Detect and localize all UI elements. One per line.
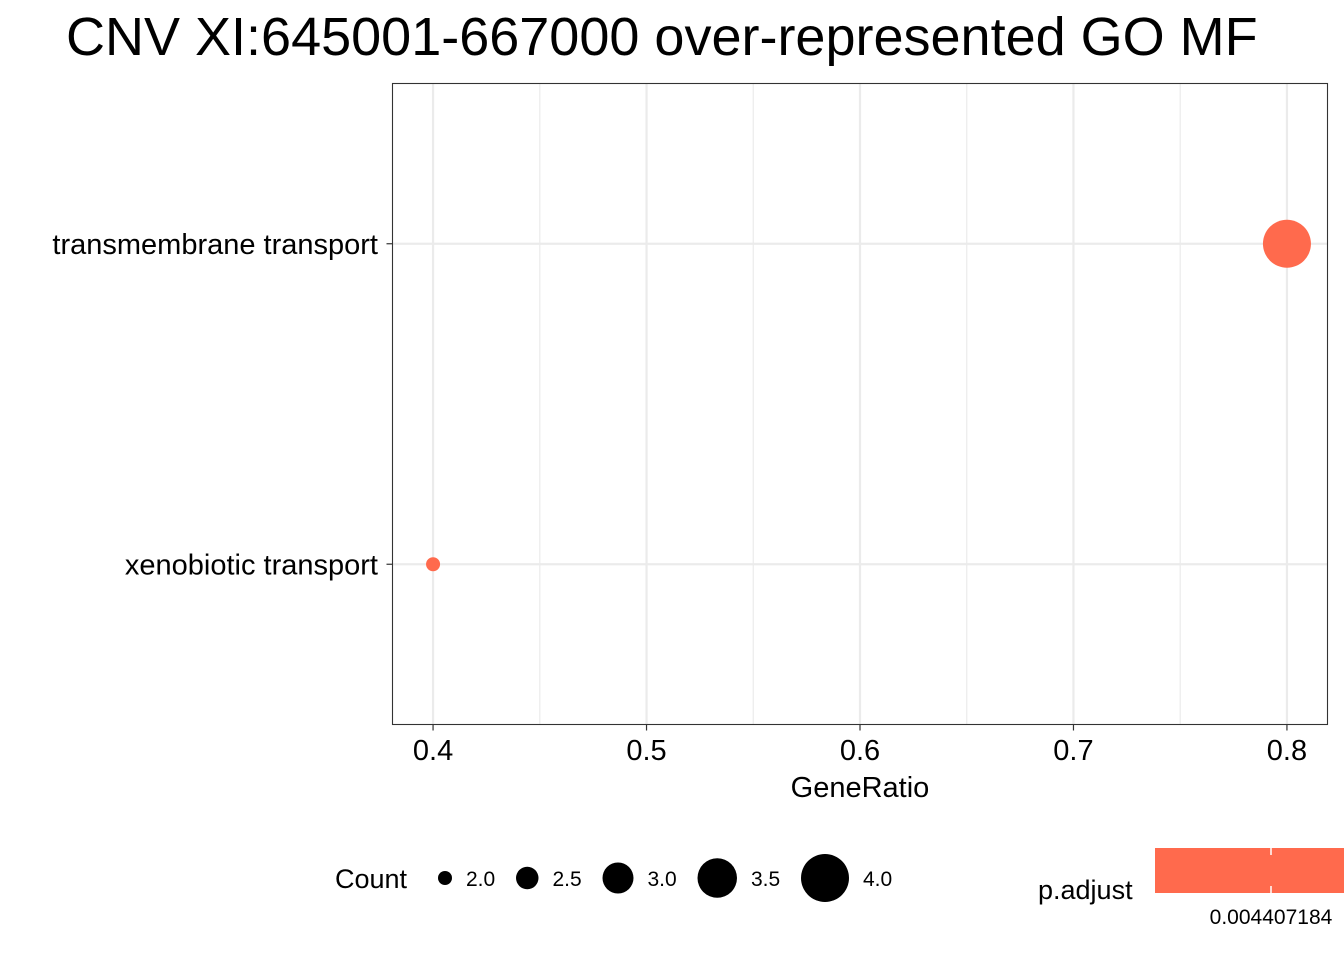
color-legend-title: p.adjust xyxy=(1038,875,1133,905)
x-axis: 0.4 0.5 0.6 0.7 0.8 xyxy=(413,724,1307,767)
size-legend-title: Count xyxy=(335,864,408,894)
y-axis: transmembrane transport xenobiotic transp… xyxy=(52,229,393,581)
size-legend-label: 3.0 xyxy=(648,868,677,891)
size-legend-key xyxy=(801,854,849,902)
y-tick-label: transmembrane transport xyxy=(52,229,378,261)
x-tick-label: 0.4 xyxy=(413,735,453,767)
color-legend-label: 0.004407184 xyxy=(1210,906,1333,929)
size-legend: Count 2.0 2.5 3.0 3.5 4.0 xyxy=(335,854,892,902)
x-tick-label: 0.8 xyxy=(1267,735,1307,767)
data-points xyxy=(426,219,1311,572)
data-point xyxy=(426,557,441,572)
data-point xyxy=(1262,219,1311,268)
size-legend-label: 2.5 xyxy=(553,868,582,891)
x-axis-label: GeneRatio xyxy=(791,772,930,804)
grid-lines xyxy=(392,83,1328,725)
size-legend-keys: 2.0 2.5 3.0 3.5 4.0 xyxy=(438,854,892,902)
size-legend-key xyxy=(602,862,634,894)
size-legend-key xyxy=(697,858,737,898)
size-legend-label: 3.5 xyxy=(751,868,780,891)
size-legend-label: 2.0 xyxy=(466,868,495,891)
size-legend-key xyxy=(516,866,539,890)
color-legend-bar xyxy=(1155,848,1344,893)
x-tick-label: 0.6 xyxy=(840,735,880,767)
color-legend: p.adjust 0.004407184 xyxy=(1038,848,1344,929)
chart-title: CNV XI:645001-667000 over-represented GO… xyxy=(66,7,1258,67)
y-tick-label: xenobiotic transport xyxy=(125,549,378,581)
x-tick-label: 0.7 xyxy=(1053,735,1093,767)
size-legend-label: 4.0 xyxy=(863,868,892,891)
size-legend-key xyxy=(438,871,452,885)
x-tick-label: 0.5 xyxy=(626,735,666,767)
